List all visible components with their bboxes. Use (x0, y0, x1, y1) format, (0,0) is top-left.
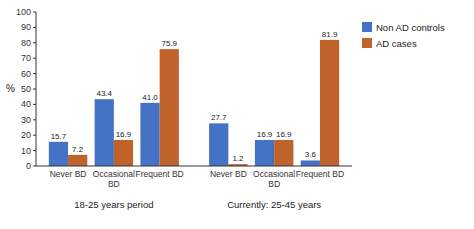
data-labels: 15.7 43.4 41.0 27.7 16.9 3.6 7.2 16.9 75.9 1.2 16.… (51, 30, 338, 163)
y-tick-label: 20 (21, 130, 31, 140)
data-label: 1.2 (232, 154, 244, 163)
y-tick-label: 60 (21, 69, 31, 79)
y-tick (33, 150, 36, 151)
y-tick (33, 104, 36, 105)
y-axis-label: % (6, 83, 15, 94)
data-label: 7.2 (72, 145, 84, 154)
y-tick (33, 73, 36, 74)
data-label: 75.9 (161, 39, 177, 48)
x-tick-label: Frequent BD (136, 169, 184, 179)
bar (301, 160, 320, 166)
y-tick (33, 27, 36, 28)
y-tick-label: 50 (21, 84, 31, 94)
data-label: 15.7 (51, 132, 67, 141)
y-tick-label: 0 (26, 161, 31, 171)
y-tick (33, 58, 36, 59)
x-tick-label-line: BD (268, 179, 280, 189)
bar (160, 49, 179, 166)
bar (95, 99, 114, 166)
y-tick-label: 30 (21, 115, 31, 125)
legend-swatch (362, 38, 372, 48)
x-tick-label: Never BD (210, 169, 247, 179)
x-tick-label: OccasionalBD (93, 169, 135, 189)
x-tick-label-line: Occasional (93, 169, 135, 179)
bar (209, 123, 228, 166)
y-tick-label: 100 (16, 7, 31, 17)
y-tick (33, 135, 36, 136)
legend-swatch (362, 22, 372, 32)
y-tick-label: 90 (21, 22, 31, 32)
annotation: 18-25 years period (74, 199, 153, 210)
y-tick (33, 89, 36, 90)
data-label: 81.9 (322, 30, 338, 39)
x-tick-label-line: Frequent BD (136, 169, 184, 179)
annotation: Currently: 25-45 years (227, 199, 321, 210)
y-tick-label: 10 (21, 146, 31, 156)
y-tick (33, 12, 36, 13)
y-tick-label: 80 (21, 38, 31, 48)
bar (114, 140, 133, 166)
legend: Non AD controls AD cases (362, 22, 445, 49)
x-tick-label-line: Never BD (210, 169, 247, 179)
bars (49, 40, 339, 166)
legend-label: AD cases (376, 38, 417, 49)
legend-label: Non AD controls (376, 22, 445, 33)
x-tick-label: OccasionalBD (253, 169, 295, 189)
bar (274, 140, 293, 166)
bar (140, 103, 159, 166)
x-tick-label: Frequent BD (296, 169, 344, 179)
bar (320, 40, 339, 166)
x-tick-label: Never BD (50, 169, 87, 179)
bar (255, 140, 274, 166)
data-label: 16.9 (257, 130, 273, 139)
x-tick-label-line: Occasional (253, 169, 295, 179)
x-axis (36, 166, 352, 167)
data-label: 41.0 (142, 93, 158, 102)
bar (49, 142, 68, 166)
x-tick-label-line: BD (108, 179, 120, 189)
y-tick (33, 166, 36, 167)
data-label: 16.9 (116, 130, 132, 139)
data-label: 16.9 (276, 130, 292, 139)
y-tick (33, 42, 36, 43)
y-tick-label: 40 (21, 99, 31, 109)
data-label: 43.4 (96, 89, 112, 98)
y-tick (33, 119, 36, 120)
data-label: 27.7 (211, 113, 227, 122)
bar (68, 155, 87, 166)
x-tick-label-line: Never BD (50, 169, 87, 179)
data-label: 3.6 (305, 150, 317, 159)
y-tick-label: 70 (21, 53, 31, 63)
chart: 15.7 43.4 41.0 27.7 16.9 3.6 7.2 16.9 75.9 1.2 16.… (0, 0, 474, 229)
x-tick-label-line: Frequent BD (296, 169, 344, 179)
